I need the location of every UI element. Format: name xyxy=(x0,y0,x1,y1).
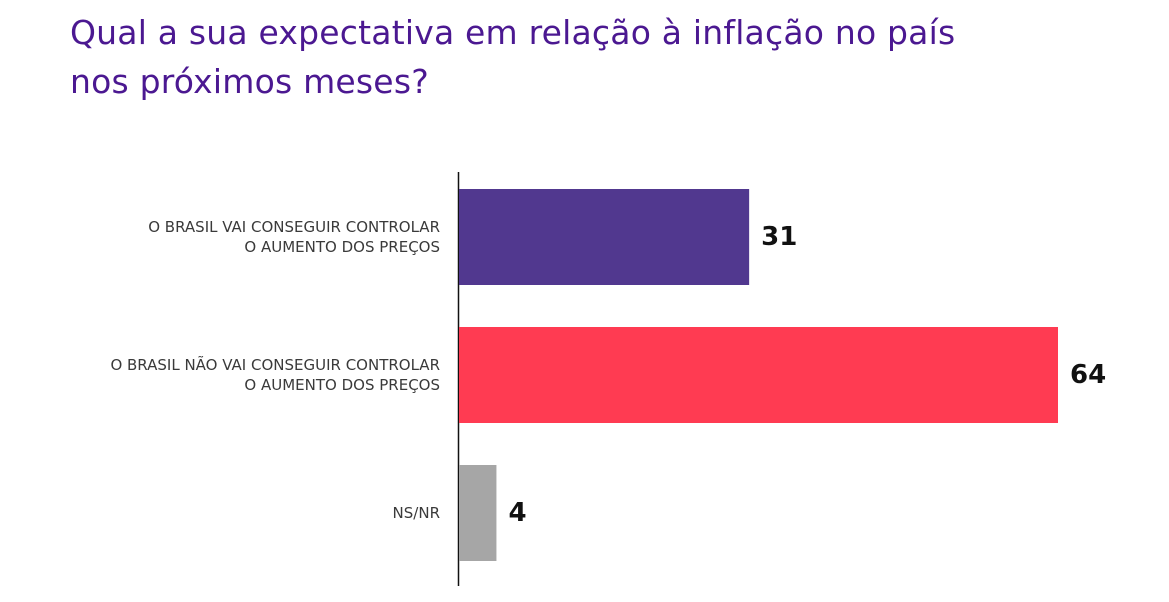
category-label-2-line-2: O AUMENTO DOS PREÇOS xyxy=(244,376,440,394)
value-label-1: 31 xyxy=(761,222,797,252)
value-label-3: 4 xyxy=(508,498,526,528)
bar-2 xyxy=(459,327,1058,423)
category-label-1-line-1: O BRASIL VAI CONSEGUIR CONTROLAR xyxy=(148,218,440,236)
value-label-2: 64 xyxy=(1070,360,1106,390)
chart-title-line-2: nos próximos meses? xyxy=(70,62,429,101)
chart-title-line-1: Qual a sua expectativa em relação à infl… xyxy=(70,13,956,52)
category-label-1-line-2: O AUMENTO DOS PREÇOS xyxy=(244,238,440,256)
bar-1 xyxy=(459,189,750,285)
bar-3 xyxy=(459,465,497,561)
category-label-2-line-1: O BRASIL NÃO VAI CONSEGUIR CONTROLAR xyxy=(110,355,440,374)
category-label-3-line-1: NS/NR xyxy=(393,504,440,522)
chart-title: Qual a sua expectativa em relação à infl… xyxy=(70,8,1070,106)
